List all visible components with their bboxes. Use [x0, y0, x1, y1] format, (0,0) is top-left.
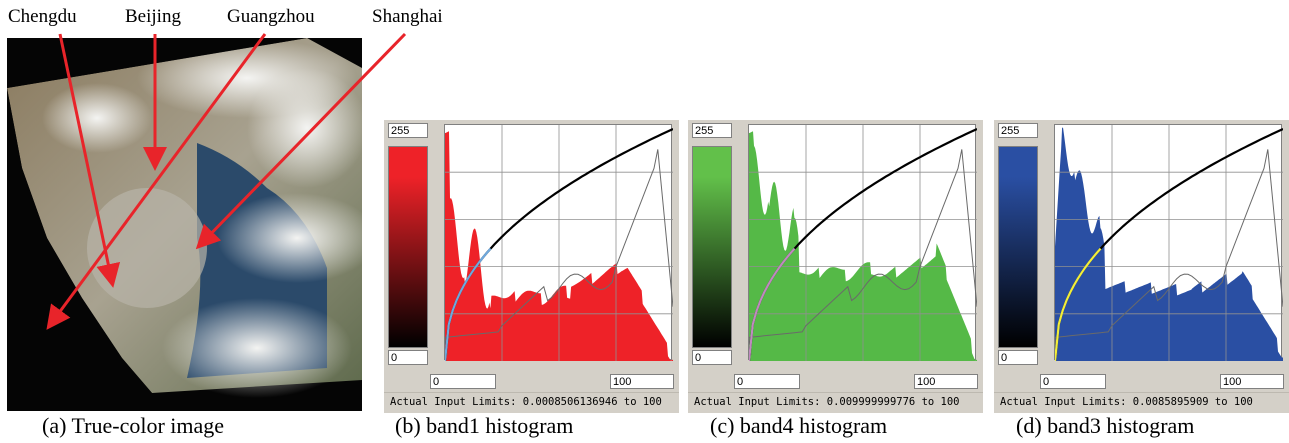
histogram-panel-band1: 255 0 0 100 Actual Input Limits: 0.00085… — [384, 120, 679, 413]
arrow-guangzhou — [46, 33, 267, 330]
color-ramp — [998, 146, 1038, 348]
caption-band3: (d) band3 histogram — [1016, 413, 1195, 438]
true-color-image — [7, 32, 407, 411]
range-max-field[interactable]: 100 — [914, 374, 978, 389]
status-bar — [688, 392, 983, 413]
stretch-curve-tail — [445, 247, 492, 361]
histogram-panel-band4: 255 0 0 100 Actual Input Limits: 0.00999… — [688, 120, 983, 413]
input-limits-text: Actual Input Limits: 0.0008506136946 to … — [390, 396, 662, 408]
arrow-shanghai — [195, 32, 407, 250]
histogram-svg — [445, 125, 673, 361]
max-value-field[interactable]: 255 — [388, 123, 428, 138]
input-limits-text: Actual Input Limits: 0.0085895909 to 100 — [1000, 396, 1253, 408]
range-min-field[interactable]: 0 — [430, 374, 496, 389]
stretch-curve-tail — [749, 247, 796, 361]
range-max-field[interactable]: 100 — [610, 374, 674, 389]
caption-band4: (c) band4 histogram — [710, 413, 888, 438]
distribution-line — [1055, 149, 1283, 356]
histogram-plot[interactable] — [444, 124, 673, 361]
max-value-field[interactable]: 255 — [692, 123, 732, 138]
min-value-field[interactable]: 0 — [388, 350, 428, 365]
city-arrows — [46, 32, 407, 330]
distribution-line — [445, 149, 673, 356]
min-value-field[interactable]: 0 — [692, 350, 732, 365]
satellite-scene — [7, 38, 377, 411]
status-bar — [994, 392, 1289, 413]
histogram-svg — [749, 125, 977, 361]
city-label-chengdu: Chengdu — [8, 6, 77, 27]
stretch-curve-tail — [1055, 247, 1102, 361]
histogram-plot[interactable] — [1054, 124, 1283, 361]
histogram-panel-band3: 255 0 0 100 Actual Input Limits: 0.00858… — [994, 120, 1289, 413]
city-label-beijing: Beijing — [125, 6, 181, 27]
max-value-field[interactable]: 255 — [998, 123, 1038, 138]
histogram-svg — [1055, 125, 1283, 361]
city-label-guangzhou: Guangzhou — [227, 6, 315, 27]
color-ramp — [388, 146, 428, 348]
range-max-field[interactable]: 100 — [1220, 374, 1284, 389]
city-label-shanghai: Shanghai — [372, 6, 443, 27]
arrow-chengdu — [58, 33, 121, 288]
distribution-line — [749, 149, 977, 356]
min-value-field[interactable]: 0 — [998, 350, 1038, 365]
range-min-field[interactable]: 0 — [734, 374, 800, 389]
caption-band1: (b) band1 histogram — [395, 413, 574, 438]
input-limits-text: Actual Input Limits: 0.009999999776 to 1… — [694, 396, 960, 408]
color-ramp — [692, 146, 732, 348]
status-bar — [384, 392, 679, 413]
range-min-field[interactable]: 0 — [1040, 374, 1106, 389]
caption-true-color: (a) True-color image — [42, 413, 225, 438]
histogram-plot[interactable] — [748, 124, 977, 361]
